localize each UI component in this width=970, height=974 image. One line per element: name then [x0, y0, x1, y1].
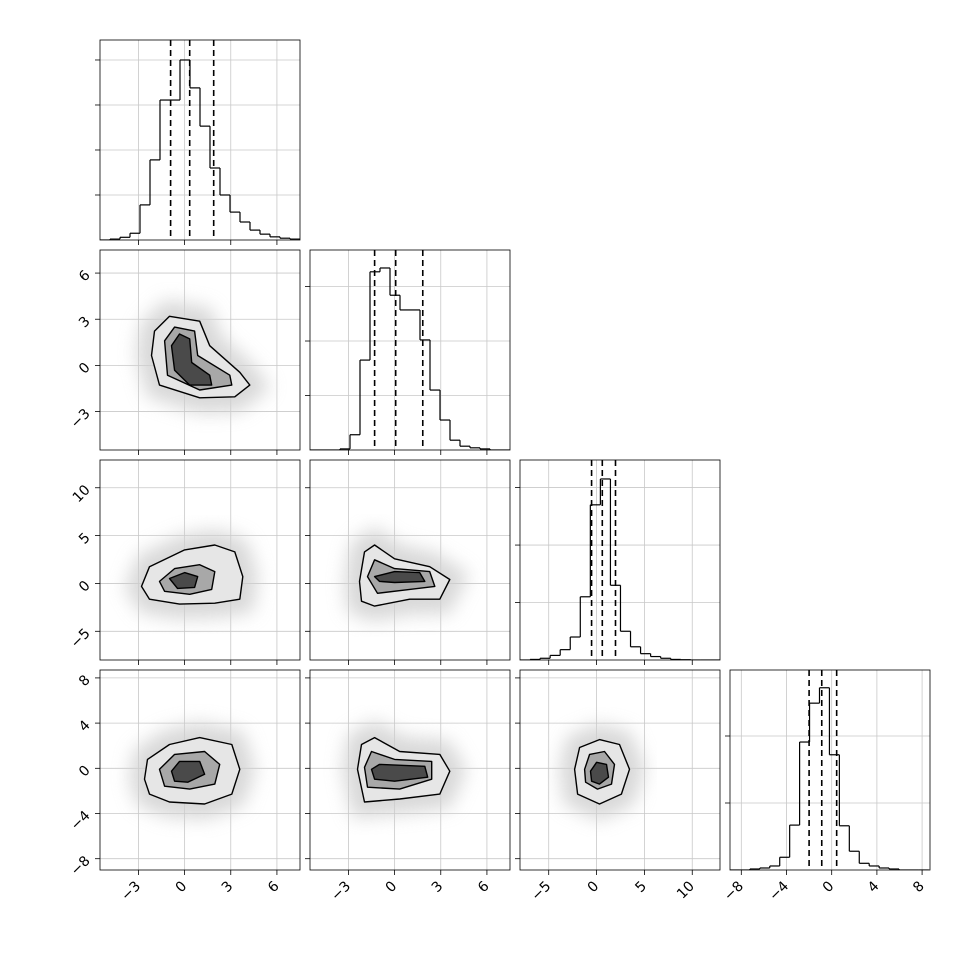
x-tick-label: −5 — [528, 878, 554, 904]
panel-frame — [519, 459, 721, 661]
density-panel — [100, 460, 300, 660]
x-tick-label: 4 — [865, 878, 883, 896]
density-panel — [310, 460, 510, 660]
panel-frame — [309, 249, 511, 451]
x-tick-label: −3 — [328, 878, 354, 904]
panel-frame — [99, 249, 301, 451]
density-panel — [310, 670, 510, 870]
density-panel — [100, 250, 300, 450]
contour — [170, 333, 213, 386]
x-tick-label: 0 — [585, 878, 603, 896]
y-tick-label: 10 — [70, 482, 94, 506]
x-tick-label: 6 — [475, 878, 493, 896]
y-tick-label: 5 — [76, 530, 94, 548]
x-tick-label: 3 — [429, 878, 447, 896]
histogram-panel — [730, 670, 930, 870]
panel-frame — [729, 669, 931, 871]
contour — [589, 761, 610, 785]
y-tick-label: −3 — [68, 406, 94, 432]
y-tick-label: 6 — [76, 267, 94, 285]
x-tick-label: 0 — [173, 878, 191, 896]
contour — [370, 763, 429, 782]
x-tick-label: −4 — [766, 878, 792, 904]
panel-frame — [519, 669, 721, 871]
x-tick-label: −3 — [118, 878, 144, 904]
y-tick-label: 0 — [76, 763, 94, 781]
contour — [170, 760, 206, 783]
x-tick-label: 6 — [265, 878, 283, 896]
x-tick-label: 5 — [632, 878, 650, 896]
y-tick-label: −5 — [68, 626, 94, 652]
x-tick-label: 8 — [910, 878, 928, 896]
y-tick-label: 3 — [76, 314, 94, 332]
y-tick-label: 0 — [76, 360, 94, 378]
y-tick-label: 0 — [76, 578, 94, 596]
density-panel — [100, 670, 300, 870]
density-panel — [520, 670, 720, 870]
histogram-panel — [100, 40, 300, 240]
y-tick-label: −8 — [68, 853, 94, 879]
panel-frame — [99, 459, 301, 661]
y-tick-label: 4 — [76, 717, 94, 735]
y-tick-label: 8 — [76, 672, 94, 690]
y-tick-label: −4 — [68, 808, 94, 834]
panel-frame — [309, 459, 511, 661]
panel-frame — [309, 669, 511, 871]
x-tick-label: −8 — [721, 878, 747, 904]
x-tick-label: 3 — [219, 878, 237, 896]
panel-frame — [99, 669, 301, 871]
x-tick-label: 10 — [674, 878, 698, 902]
contour — [373, 570, 426, 584]
histogram-panel — [520, 460, 720, 660]
contour — [168, 571, 199, 590]
x-tick-label: 0 — [820, 878, 838, 896]
x-tick-label: 0 — [383, 878, 401, 896]
histogram-panel — [310, 250, 510, 450]
panel-frame — [99, 39, 301, 241]
